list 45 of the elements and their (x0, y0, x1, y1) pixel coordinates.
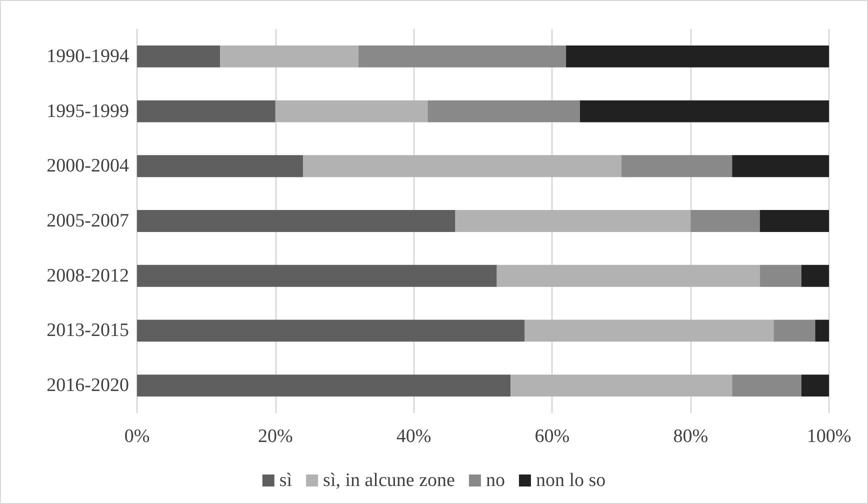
bar (137, 45, 220, 68)
y-tick-label: 1995-1999 (46, 100, 129, 122)
y-tick-label: 2005-2007 (46, 210, 129, 232)
bar (566, 45, 829, 68)
bar (621, 155, 732, 178)
bar (220, 45, 358, 68)
bar (303, 155, 622, 178)
bar (732, 155, 829, 178)
bar (496, 264, 760, 287)
legend-label: no (486, 470, 505, 491)
x-tick-label: 80% (673, 426, 708, 447)
x-tick-label: 0% (124, 426, 150, 447)
bar (774, 320, 816, 342)
bar (815, 320, 829, 342)
bar (137, 374, 511, 397)
x-tick-label: 100% (806, 426, 852, 447)
bar (137, 264, 497, 287)
bar (428, 100, 580, 122)
bar (455, 210, 691, 232)
y-tick-label: 2016-2020 (46, 375, 129, 396)
bar (760, 210, 829, 232)
bar (580, 100, 829, 122)
x-tick-label: 20% (258, 426, 293, 447)
legend-label: sì (279, 470, 292, 491)
legend-label: sì, in alcune zone (323, 470, 455, 491)
y-tick-label: 2013-2015 (46, 320, 129, 342)
bar (524, 320, 774, 342)
y-tick-label: 2008-2012 (46, 265, 129, 286)
bar (801, 374, 829, 397)
bar (137, 155, 304, 178)
bar (358, 45, 566, 68)
bar (801, 264, 829, 287)
bar (275, 100, 428, 122)
bar (690, 210, 760, 232)
bar (732, 374, 802, 397)
bar (510, 374, 732, 397)
y-tick-label: 2000-2004 (46, 156, 130, 177)
y-tick-label: 1990-1994 (46, 46, 130, 67)
legend-label: non lo so (536, 470, 606, 491)
bar (137, 100, 276, 122)
bar (137, 320, 525, 342)
bar (137, 210, 456, 232)
x-tick-label: 40% (396, 426, 432, 447)
x-tick-label: 60% (534, 426, 570, 447)
bar (760, 264, 802, 287)
